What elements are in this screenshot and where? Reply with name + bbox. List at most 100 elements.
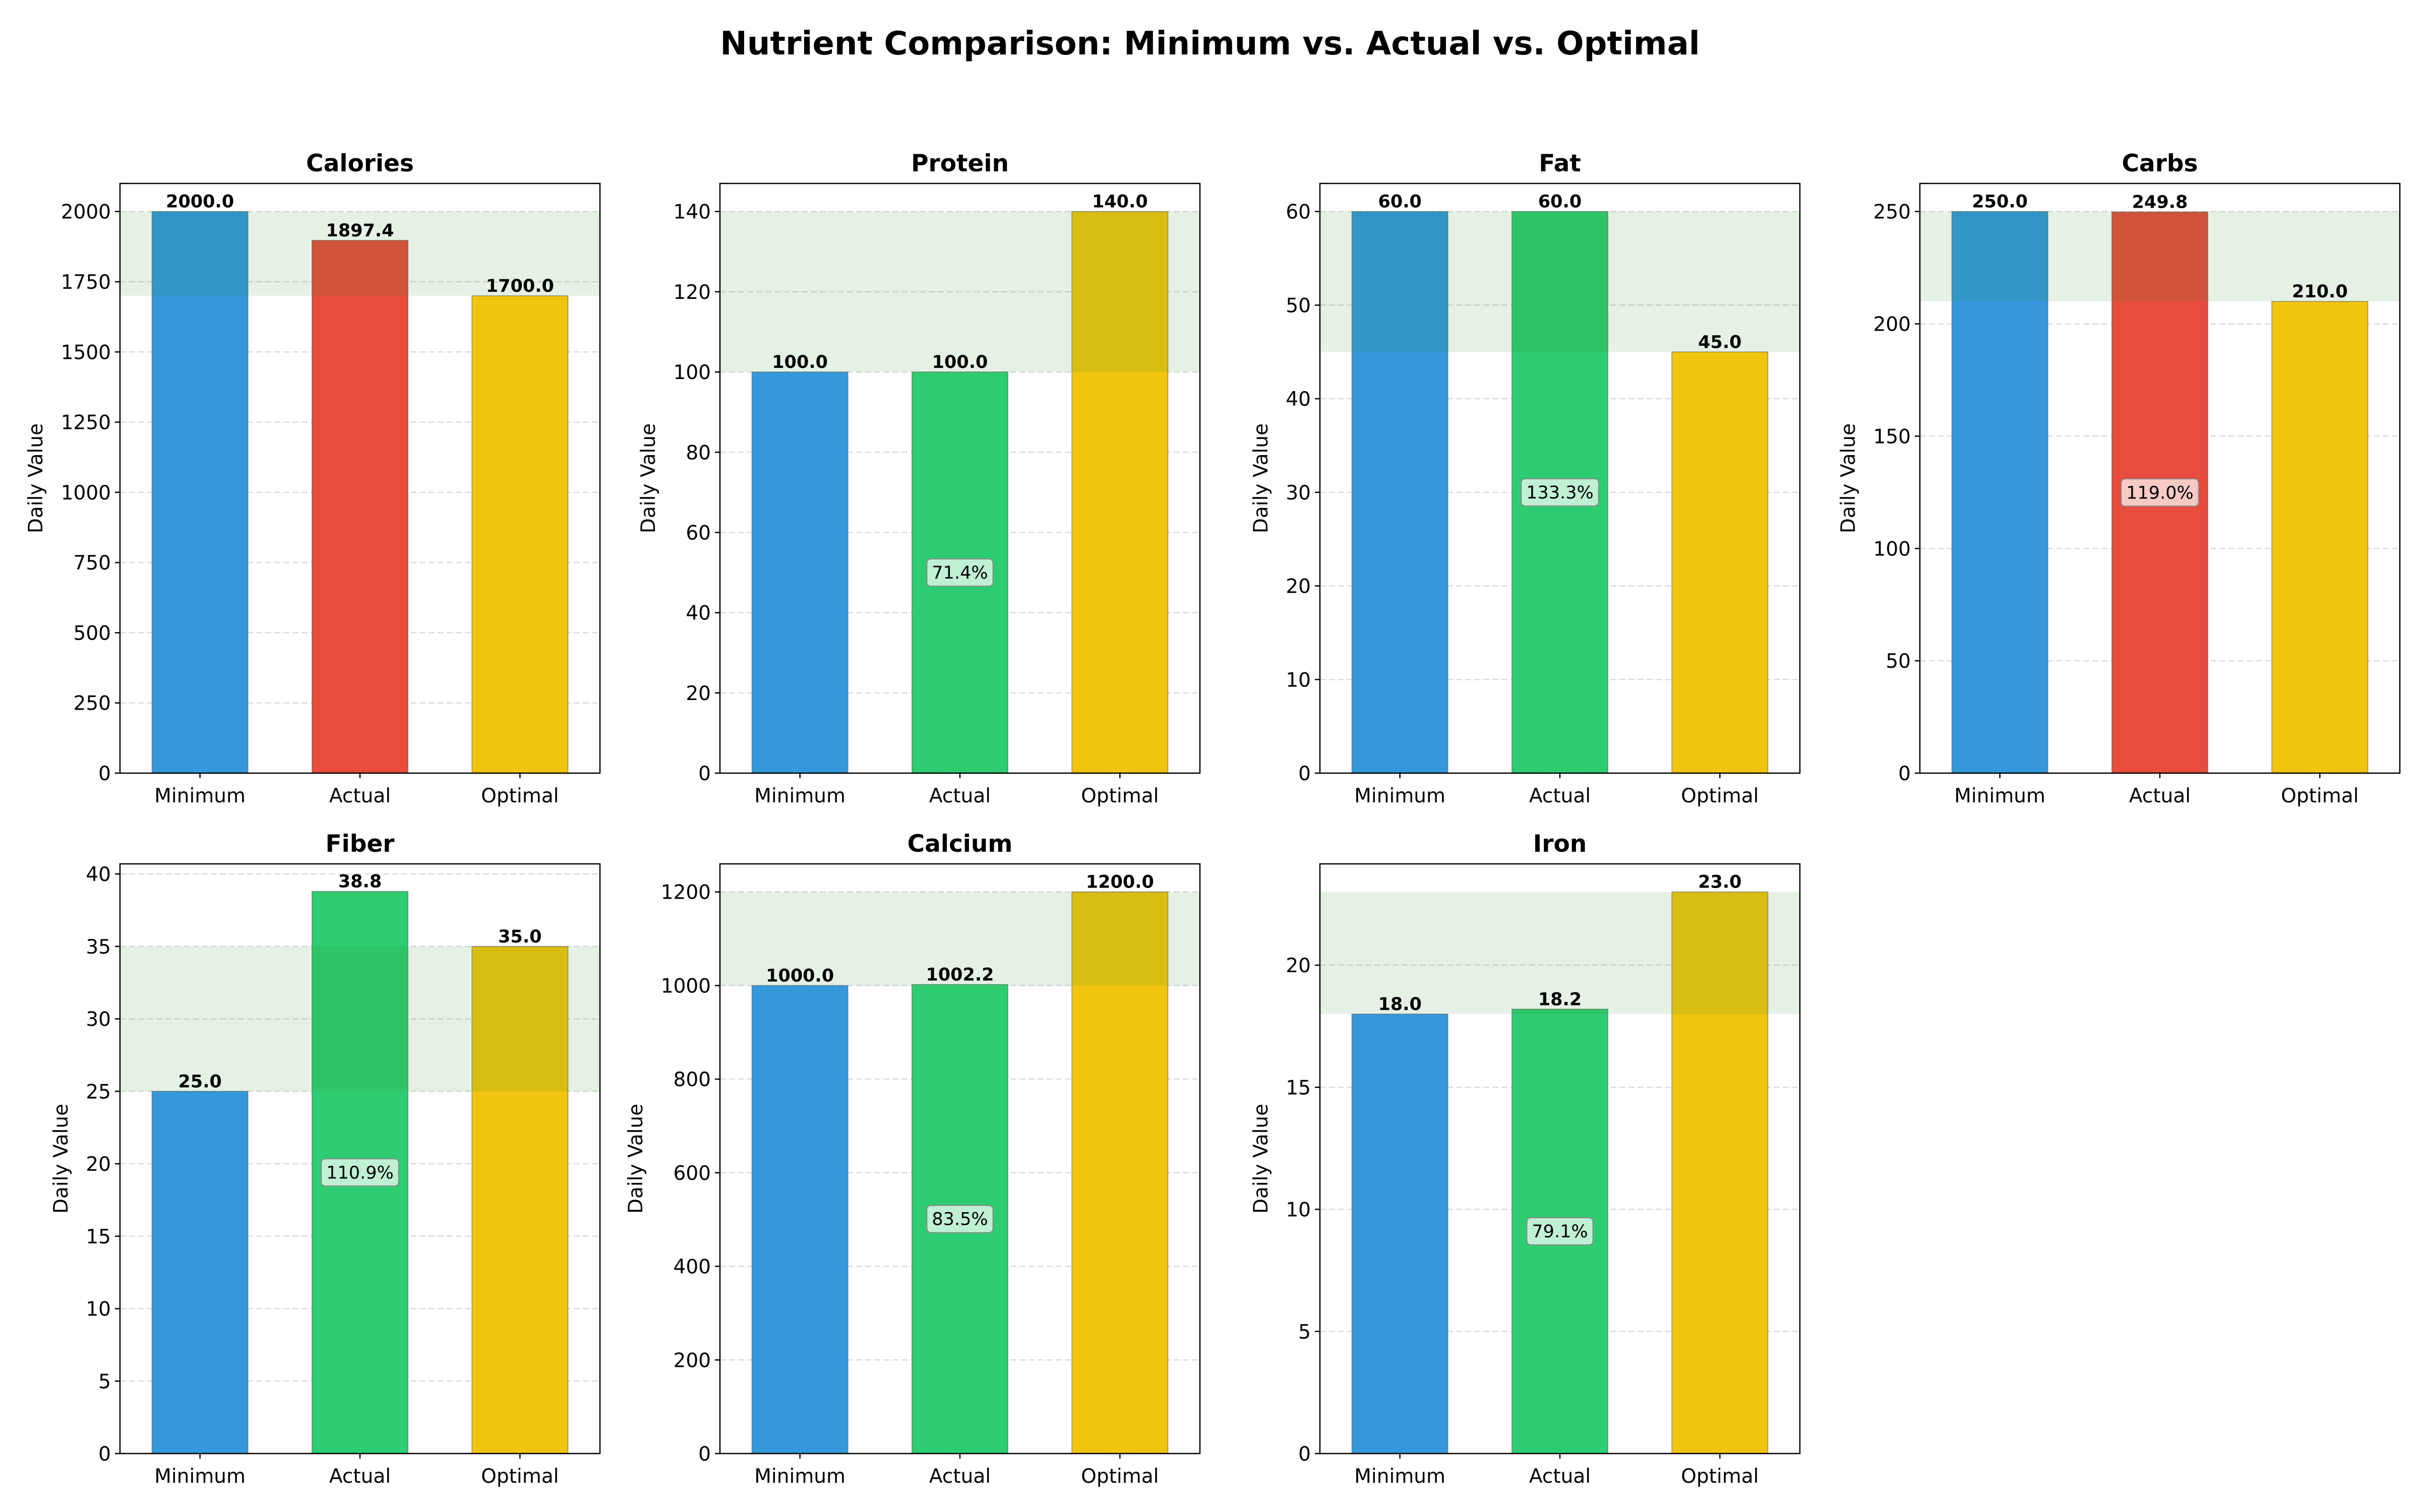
y-tick-label: 750	[74, 552, 111, 575]
bar-optimal	[2271, 301, 2369, 774]
value-label: 25.0	[178, 1072, 221, 1092]
y-tick-label: 1000	[661, 975, 711, 997]
y-axis-label: Daily Value	[25, 423, 47, 533]
y-tick-label: 0	[1298, 763, 1311, 785]
value-label: 35.0	[498, 927, 541, 947]
y-tick-label: 80	[686, 442, 711, 464]
value-label: 45.0	[1698, 332, 1741, 352]
percent-label: 119.0%	[2126, 483, 2193, 503]
y-tick-label: 20	[1286, 576, 1311, 598]
y-tick-label: 150	[1873, 425, 1911, 448]
y-tick-label: 500	[74, 622, 111, 645]
x-tick-label-actual: Actual	[329, 1465, 391, 1488]
percent-label: 83.5%	[932, 1210, 988, 1230]
value-label: 1897.4	[326, 221, 394, 241]
value-label: 38.8	[338, 872, 382, 892]
y-tick-label: 40	[686, 602, 711, 625]
value-label: 60.0	[1378, 192, 1421, 212]
panel-title: Carbs	[2122, 150, 2198, 177]
value-label: 250.0	[1972, 192, 2028, 212]
y-tick-label: 15	[86, 1226, 111, 1248]
percent-label-box	[2121, 478, 2199, 507]
y-tick-label: 0	[98, 1443, 111, 1466]
panel-calories: 2000.0 1897.4 1700.0 0 250 500 750 1000 1250 1500…	[25, 150, 601, 807]
y-tick-label: 200	[1873, 313, 1911, 336]
x-tick-label-actual: Actual	[1529, 785, 1591, 807]
optimal-range-band	[1320, 892, 1800, 1014]
x-tick-label-minimum: Minimum	[154, 785, 246, 807]
y-tick-label: 250	[74, 692, 111, 715]
x-tick-label-optimal: Optimal	[1081, 1465, 1159, 1488]
x-tick-label-actual: Actual	[929, 785, 991, 807]
bar-optimal	[1671, 351, 1769, 774]
percent-label: 79.1%	[1532, 1222, 1588, 1242]
y-tick-label: 60	[686, 522, 711, 544]
y-tick-label: 1250	[61, 412, 111, 434]
bar-minimum	[751, 371, 849, 774]
y-tick-label: 800	[674, 1068, 711, 1091]
optimal-range-band	[1920, 211, 2400, 301]
panel-fat: 60.0 60.0 45.0 133.3% 0 10 20 30 40 50 60 Minimum Ac…	[1250, 150, 1801, 807]
percent-label-box	[1521, 478, 1599, 507]
y-tick-label: 50	[1886, 650, 1911, 673]
x-tick-label-actual: Actual	[929, 1465, 991, 1488]
optimal-range-band	[720, 892, 1200, 986]
optimal-range-band	[1320, 211, 1800, 352]
value-label: 60.0	[1538, 192, 1582, 212]
bar-minimum	[751, 985, 849, 1454]
optimal-range-band	[120, 946, 600, 1092]
value-label: 23.0	[1698, 872, 1741, 893]
panel-iron: 18.0 18.2 23.0 79.1% 0 5 10 15 20 Minimum Actual Op…	[1250, 830, 1801, 1488]
y-tick-label: 10	[1286, 669, 1311, 691]
panel-fiber: 25.0 38.8 35.0 110.9% 0 5 10 15 20 25 30 35 40 Minimu…	[50, 830, 601, 1488]
y-tick-label: 100	[674, 361, 711, 384]
panel-title: Fiber	[326, 830, 395, 858]
value-label: 18.0	[1378, 994, 1421, 1015]
y-axis-label: Daily Value	[625, 1104, 647, 1214]
panel-title: Calcium	[908, 830, 1013, 858]
y-tick-label: 40	[86, 863, 111, 886]
x-tick-label-optimal: Optimal	[481, 785, 559, 807]
value-label: 1000.0	[766, 966, 834, 986]
x-tick-label-optimal: Optimal	[1081, 785, 1159, 807]
y-tick-label: 60	[1286, 201, 1311, 224]
bar-optimal	[1071, 891, 1169, 1454]
y-tick-label: 40	[1286, 388, 1311, 411]
y-tick-label: 25	[86, 1081, 111, 1103]
x-tick-label-optimal: Optimal	[481, 1465, 559, 1488]
x-tick-label-actual: Actual	[1529, 1465, 1591, 1488]
x-tick-label-minimum: Minimum	[154, 1465, 246, 1488]
value-label: 100.0	[772, 352, 828, 372]
y-tick-label: 10	[1286, 1199, 1311, 1222]
x-tick-label-minimum: Minimum	[1354, 1465, 1445, 1488]
percent-label-box	[926, 558, 994, 587]
x-tick-label-minimum: Minimum	[754, 1465, 845, 1488]
value-label: 18.2	[1538, 989, 1582, 1010]
bar-optimal	[471, 946, 569, 1454]
value-label: 100.0	[932, 352, 988, 372]
y-tick-label: 20	[1286, 955, 1311, 977]
y-tick-label: 600	[674, 1162, 711, 1185]
y-tick-label: 120	[674, 281, 711, 304]
percent-label-box	[926, 1205, 994, 1233]
figure-title: Nutrient Comparison: Minimum vs. Actual …	[720, 25, 1700, 62]
y-tick-label: 140	[674, 201, 711, 224]
y-tick-label: 5	[98, 1370, 111, 1393]
y-axis-label: Daily Value	[1250, 423, 1273, 533]
y-tick-label: 1750	[61, 271, 111, 294]
bar-optimal	[1671, 891, 1769, 1454]
y-tick-label: 1000	[61, 482, 111, 505]
y-tick-label: 100	[1873, 538, 1911, 560]
x-tick-label-optimal: Optimal	[2281, 785, 2358, 807]
chart-panels: 2000.01897.41700.00250500750100012501500…	[25, 150, 2401, 1488]
y-tick-label: 250	[1873, 201, 1911, 224]
percent-label-box	[321, 1158, 399, 1187]
percent-label: 133.3%	[1526, 483, 1593, 503]
y-tick-label: 20	[86, 1153, 111, 1176]
y-tick-label: 5	[1298, 1321, 1311, 1344]
bar-minimum	[1351, 1014, 1448, 1454]
panel-carbs: 250.0 249.8 210.0 119.0% 0 50 100 150 200 250 Mini…	[1837, 150, 2401, 807]
bar-optimal	[471, 295, 569, 774]
panel-calcium: 1000.0 1002.2 1200.0 83.5% 0 200 400 600 800 1000…	[625, 830, 1201, 1488]
